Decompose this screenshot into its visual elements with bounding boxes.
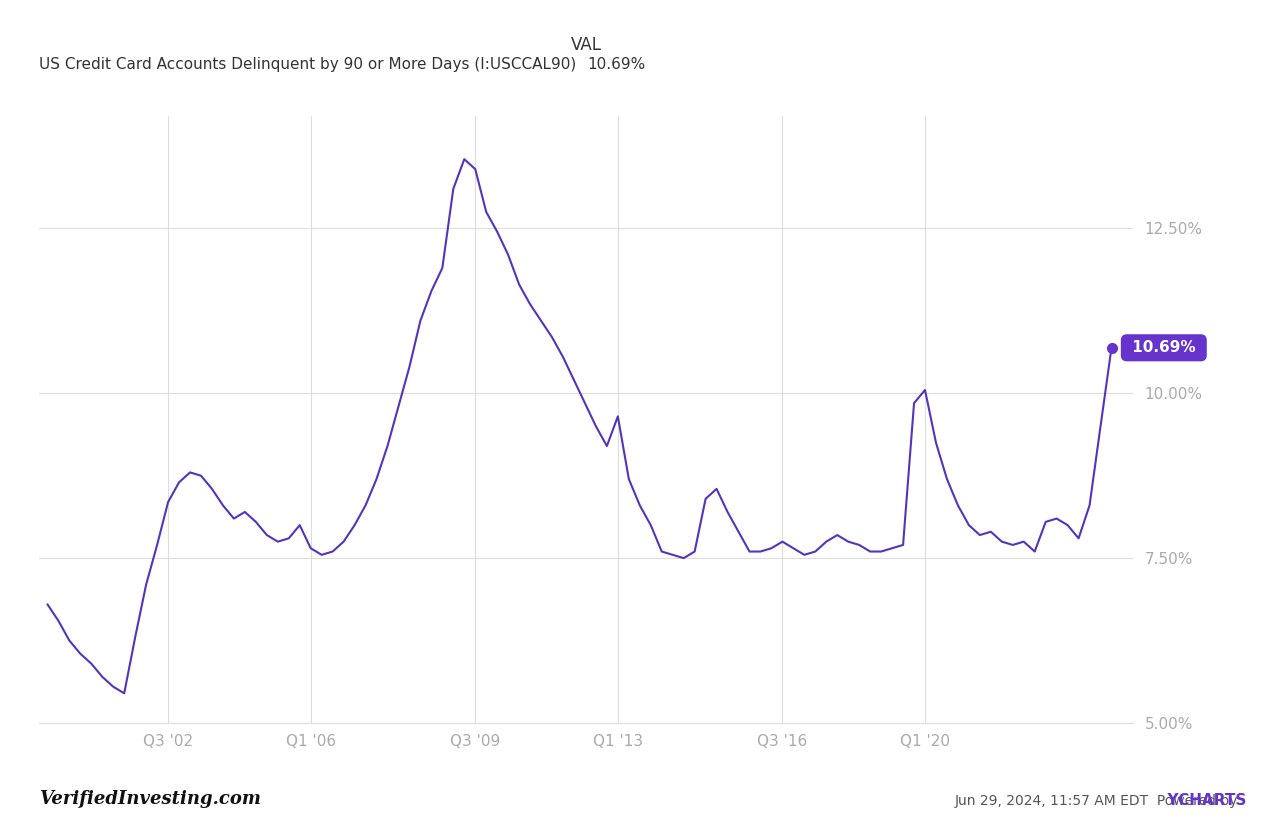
- Text: Jun 29, 2024, 11:57 AM EDT  Powered by: Jun 29, 2024, 11:57 AM EDT Powered by: [954, 794, 1243, 808]
- Text: YCHARTS: YCHARTS: [1158, 793, 1247, 808]
- Text: US Credit Card Accounts Delinquent by 90 or More Days (I:USCCAL90): US Credit Card Accounts Delinquent by 90…: [39, 57, 576, 72]
- Text: VerifiedInvesting.com: VerifiedInvesting.com: [39, 789, 260, 808]
- Text: 10.69%: 10.69%: [1127, 340, 1200, 356]
- Text: 10.69%: 10.69%: [587, 57, 645, 72]
- Text: VAL: VAL: [571, 36, 601, 54]
